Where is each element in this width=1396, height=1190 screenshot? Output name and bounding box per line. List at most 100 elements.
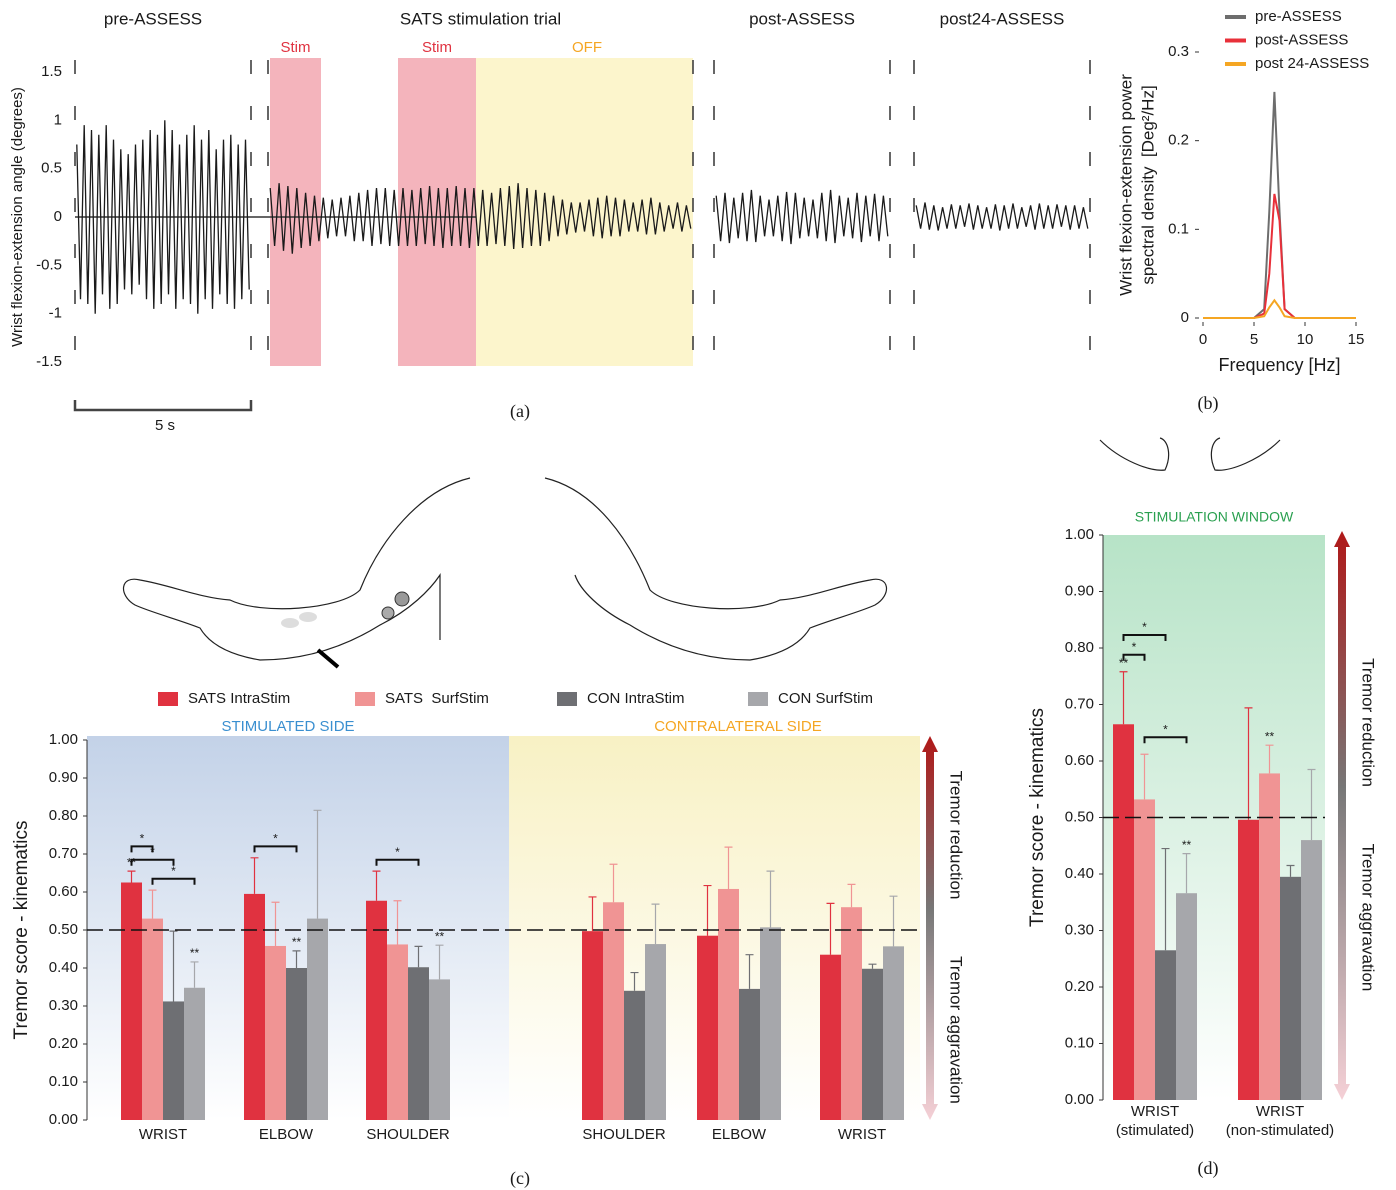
significance: * <box>1132 640 1137 654</box>
bar <box>1280 876 1301 1100</box>
bar <box>760 927 781 1120</box>
trace <box>915 202 1089 231</box>
significance-bracket <box>1122 653 1146 661</box>
segment-title: pre-ASSESS <box>104 9 202 28</box>
bar <box>1259 773 1280 1100</box>
y-tick-label: 0.1 <box>1168 220 1189 237</box>
bar <box>1155 950 1176 1100</box>
y-tick-label: 0.60 <box>1065 752 1094 769</box>
y-tick-label: 0.90 <box>49 769 78 786</box>
y-tick-label: 1.5 <box>41 63 62 80</box>
y-tick-label: 0.3 <box>1168 43 1189 60</box>
bar <box>286 968 307 1120</box>
x-tick-label: ELBOW <box>712 1126 767 1143</box>
error-bar <box>1119 671 1128 725</box>
y-tick-label: 0.5 <box>41 160 62 177</box>
trace <box>76 120 250 314</box>
y-tick-label: 0 <box>1181 309 1189 326</box>
x-tick-label: WRIST <box>1256 1103 1304 1120</box>
legend-label: post-ASSESS <box>1255 31 1348 48</box>
bar <box>163 1001 184 1120</box>
y-tick-label: 1 <box>54 111 62 128</box>
x-tick-label: (non-stimulated) <box>1226 1122 1334 1139</box>
y-tick-label: 0.00 <box>49 1111 78 1128</box>
bar <box>603 902 624 1120</box>
y-axis-label: Tremor score - kinematics <box>1027 708 1048 927</box>
y-tick-label: 1.00 <box>1065 526 1094 543</box>
window-label: OFF <box>572 39 602 56</box>
y-tick-label: 1.00 <box>49 731 78 748</box>
legend-label: pre-ASSESS <box>1255 8 1342 25</box>
y-tick-label: 0.70 <box>49 845 78 862</box>
y-tick-label: 0.30 <box>1065 921 1094 938</box>
y-axis-label: spectral density [Deg²/Hz] <box>1138 85 1157 284</box>
bar <box>387 944 408 1120</box>
bar <box>244 893 265 1120</box>
y-axis-label: Wrist flexion-extension power <box>1116 74 1135 296</box>
bar <box>1301 840 1322 1100</box>
arrow-label: Tremor reduction <box>1359 658 1378 787</box>
bar <box>820 954 841 1120</box>
trend-arrow <box>922 736 938 1120</box>
bar <box>697 935 718 1120</box>
legend-swatch <box>355 692 375 706</box>
y-tick-label: 0.50 <box>1065 808 1094 825</box>
psd-line <box>1203 298 1356 319</box>
bar <box>1113 724 1134 1100</box>
legend-label: post 24-ASSESS <box>1255 55 1369 72</box>
bar <box>718 888 739 1120</box>
window-label: Stim <box>422 39 452 56</box>
stim-window <box>476 58 693 366</box>
error-bar <box>393 900 402 945</box>
legend-swatch <box>557 692 577 706</box>
bar <box>1238 819 1259 1100</box>
arrow-label: Tremor reduction <box>947 771 966 900</box>
trace <box>715 189 889 245</box>
y-tick-label: 0.2 <box>1168 132 1189 149</box>
error-bar <box>847 883 856 908</box>
significance: ** <box>1265 729 1275 743</box>
significance: * <box>171 864 176 878</box>
error-bar <box>766 870 775 928</box>
significance: ** <box>435 929 445 943</box>
bar <box>624 990 645 1120</box>
significance-bracket <box>375 858 420 866</box>
bar <box>408 967 429 1120</box>
chart-title: STIMULATION WINDOW <box>1135 509 1294 525</box>
error-bar <box>745 954 754 989</box>
bar <box>739 988 760 1120</box>
error-bar <box>435 944 444 980</box>
bar <box>841 907 862 1120</box>
arrow-label: Tremor aggravation <box>947 956 966 1104</box>
segment-title: post-ASSESS <box>749 9 855 28</box>
trend-arrow <box>1334 531 1350 1100</box>
legend-label: SATS SurfStim <box>385 690 489 707</box>
significance-bracket <box>253 845 298 853</box>
bar <box>142 918 163 1120</box>
segment-title: post24-ASSESS <box>940 9 1065 28</box>
bar <box>366 900 387 1120</box>
significance: * <box>1142 620 1147 634</box>
y-tick-label: 0.30 <box>49 997 78 1014</box>
x-tick-label: 0 <box>1199 331 1207 348</box>
bar <box>429 979 450 1120</box>
error-bar <box>169 930 178 1002</box>
bar <box>121 882 142 1120</box>
error-bar <box>826 902 835 955</box>
error-bar <box>651 903 660 945</box>
window-label: Stim <box>281 39 311 56</box>
error-bar <box>1244 707 1253 820</box>
y-axis-label: Tremor score - kinematics <box>11 821 32 1040</box>
y-tick-label: 0.00 <box>1065 1091 1094 1108</box>
significance-bracket <box>1122 634 1167 642</box>
arm-sketches <box>123 437 1281 669</box>
error-bar <box>1265 744 1274 774</box>
significance: * <box>395 845 400 859</box>
bar <box>265 945 286 1120</box>
legend-label: CON SurfStim <box>778 690 873 707</box>
x-axis-label: Frequency [Hz] <box>1218 355 1340 375</box>
error-bar <box>292 950 301 968</box>
bar <box>883 946 904 1120</box>
bar <box>582 931 603 1120</box>
